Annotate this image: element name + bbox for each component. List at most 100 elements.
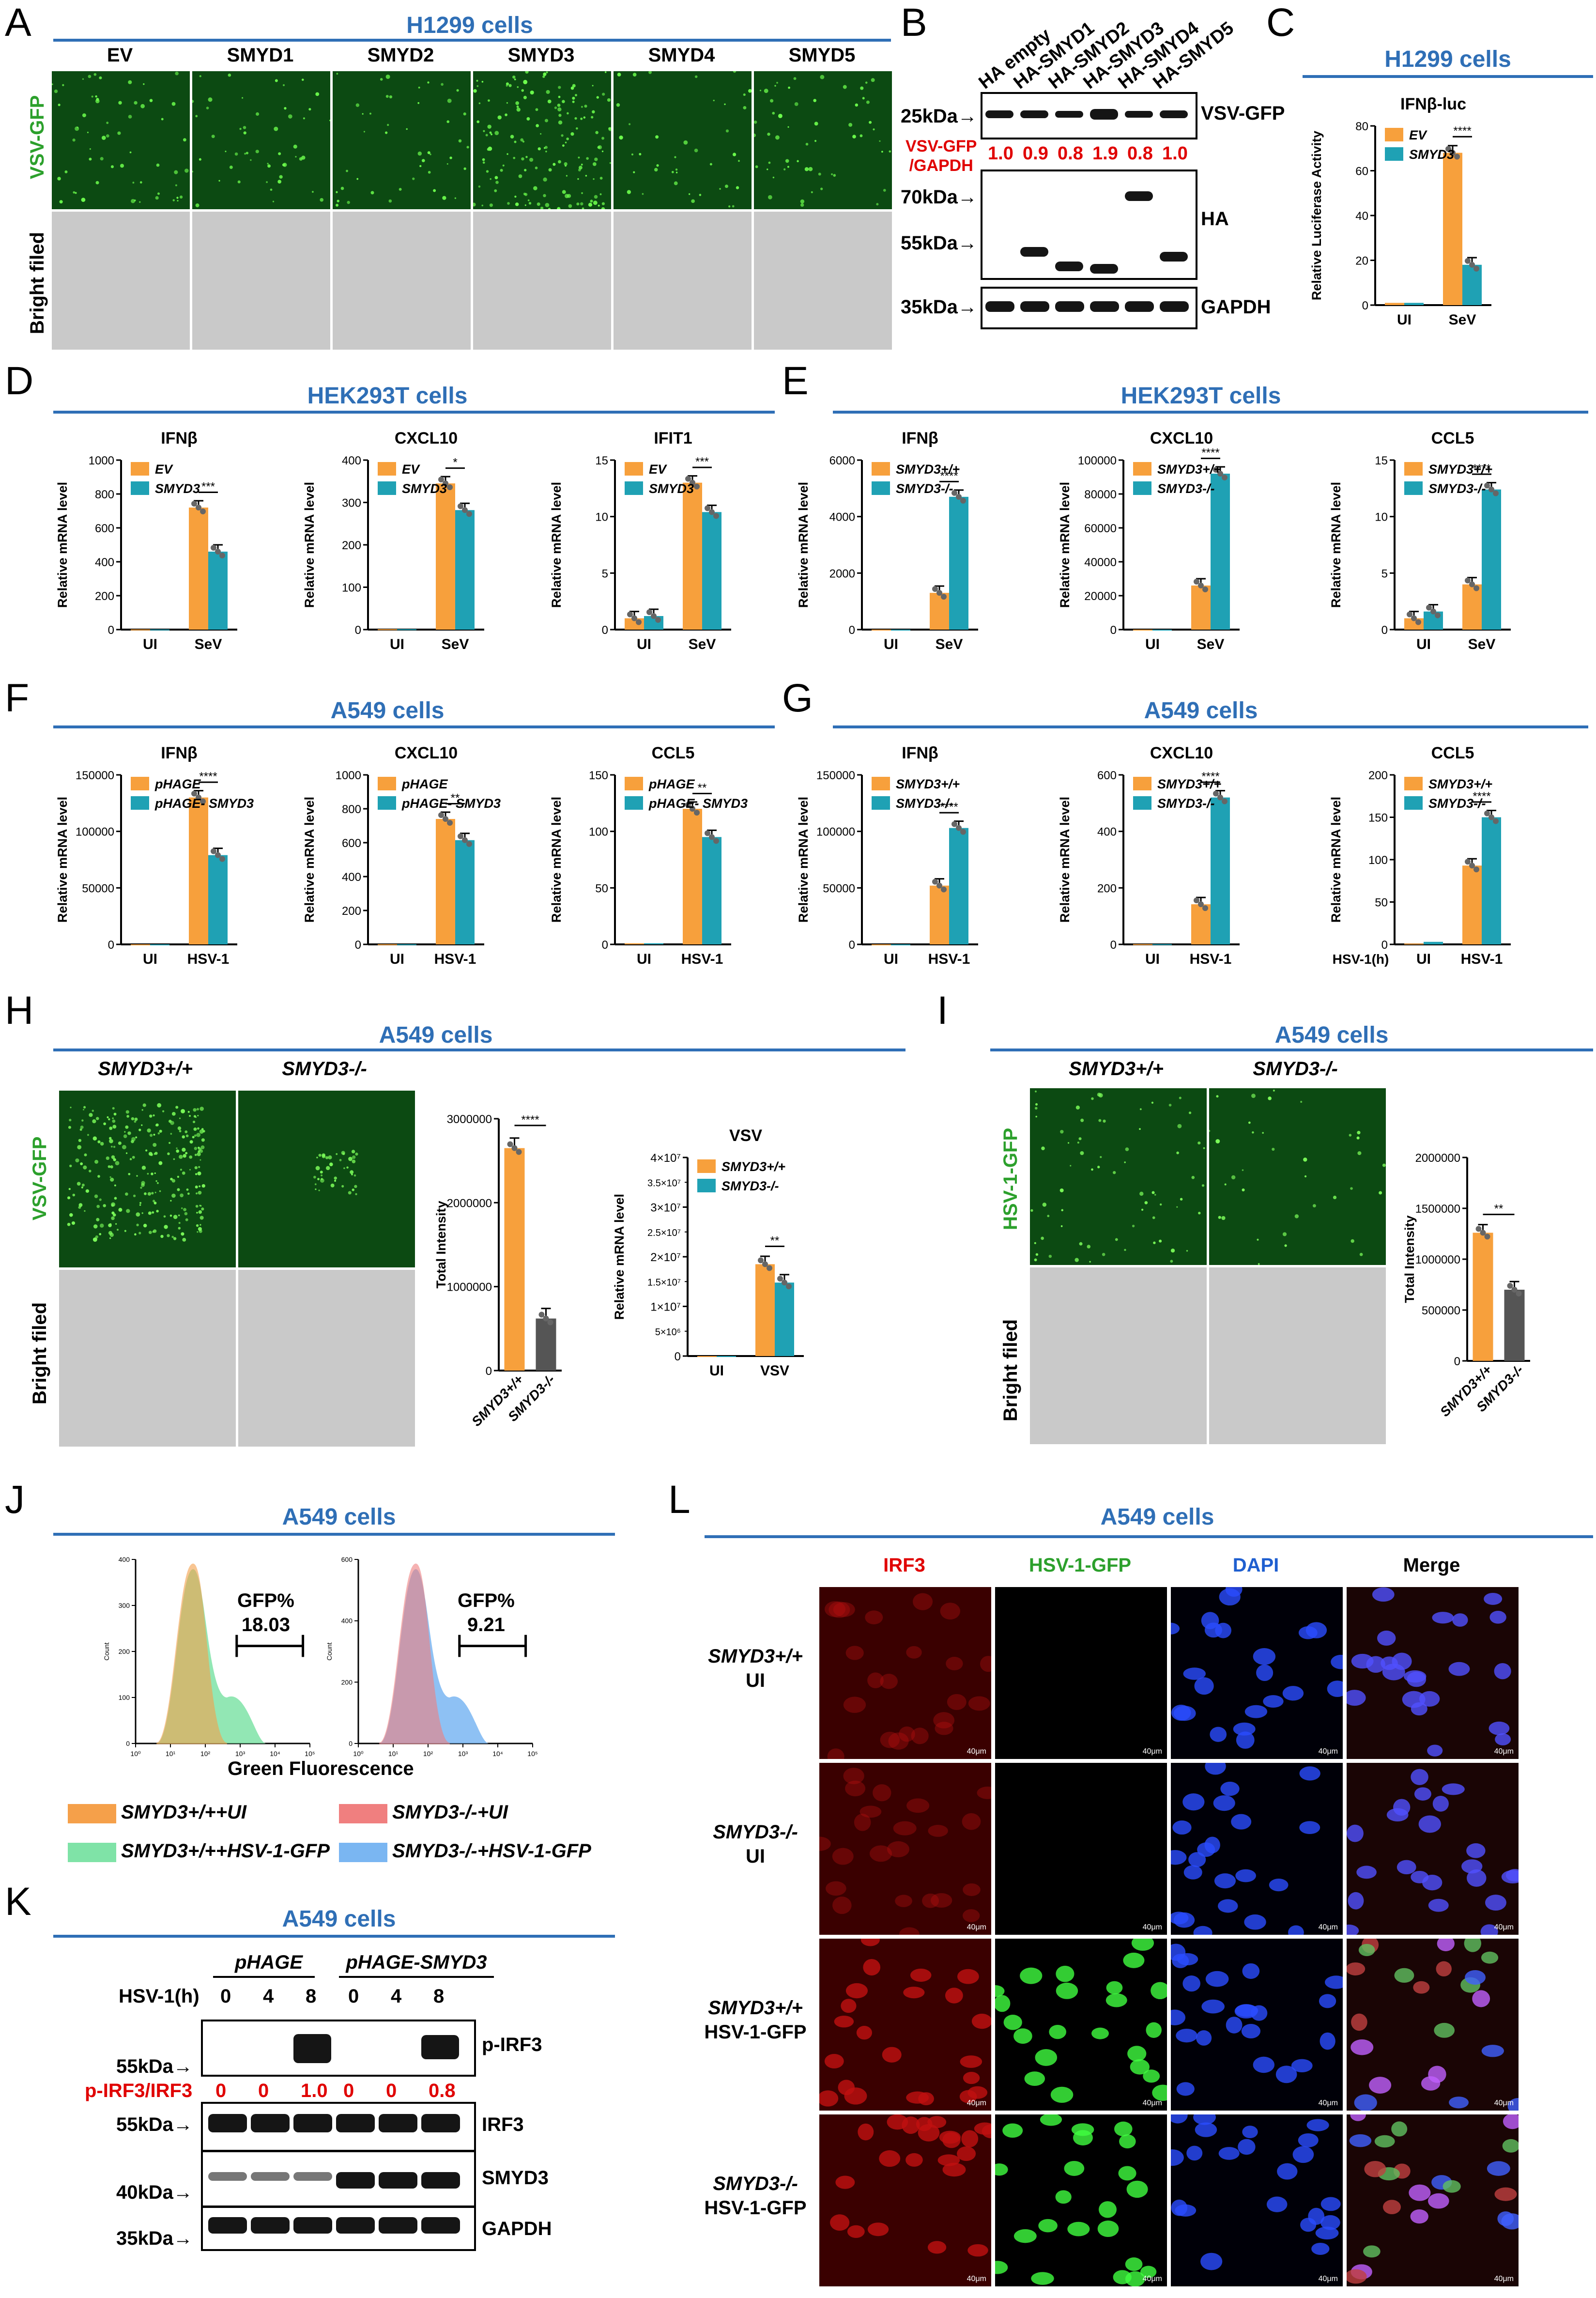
data-point bbox=[1202, 905, 1208, 911]
panel-label-g: G bbox=[782, 676, 813, 720]
l-image-cell: 40μm bbox=[1346, 1934, 1530, 2115]
data-point bbox=[782, 1280, 787, 1286]
scale-bar-label: 40μm bbox=[1318, 2099, 1338, 2107]
y-tick-label: 15 bbox=[595, 454, 608, 467]
x-tick-label: SeV bbox=[689, 636, 716, 652]
bar bbox=[208, 552, 228, 630]
chart-h-14: VSV 0 1×10⁷ 2×10⁷ 3×10⁷ 4×10⁷ 5×10⁶ 1.5×10⁷ 2.5×… bbox=[612, 1126, 804, 1379]
chart-title: IFNβ-luc bbox=[1400, 95, 1466, 113]
panel-i-gfp-ko bbox=[1208, 1087, 1387, 1266]
significance-label: **** bbox=[1453, 124, 1471, 138]
panel-c-title: H1299 cells bbox=[1384, 46, 1511, 72]
data-point bbox=[1465, 577, 1471, 584]
panel-a-bright-image bbox=[191, 211, 331, 351]
k-ratio-value: 0.8 bbox=[429, 2080, 456, 2101]
k-time-label: 0 bbox=[348, 1986, 359, 2007]
legend-label: SMYD3-/- bbox=[1428, 481, 1486, 496]
bar bbox=[436, 483, 455, 630]
svg-text:200: 200 bbox=[341, 1678, 353, 1686]
data-point bbox=[767, 1265, 772, 1271]
panel-h-title-line bbox=[53, 1049, 905, 1051]
svg-text:10⁴: 10⁴ bbox=[492, 1750, 503, 1758]
svg-text:400: 400 bbox=[341, 1617, 353, 1625]
bar bbox=[536, 1318, 556, 1371]
x-tick-label: HSV-1 bbox=[681, 951, 723, 967]
band-vsv-gfp bbox=[985, 110, 1013, 118]
band-vsv-gfp bbox=[1125, 110, 1153, 118]
data-point bbox=[1198, 583, 1204, 588]
mw-35kda: 35kDa→ bbox=[901, 296, 977, 318]
data-point bbox=[196, 794, 201, 801]
bar bbox=[1404, 303, 1424, 305]
significance-label: ** bbox=[451, 792, 460, 805]
histogram-uninfected bbox=[379, 1563, 450, 1744]
blot-ha bbox=[981, 170, 1197, 280]
y-tick-label: 200 bbox=[1368, 769, 1388, 782]
legend-swatch bbox=[131, 777, 149, 790]
x-tick-label: UI bbox=[884, 951, 898, 967]
panel-a-title: H1299 cells bbox=[406, 13, 533, 38]
panel-i-title: A549 cells bbox=[1274, 1022, 1389, 1048]
y-tick-label: 0 bbox=[355, 624, 361, 637]
data-point bbox=[1445, 146, 1451, 152]
legend-label: SMYD3-/- bbox=[1428, 796, 1486, 811]
legend-label: EV bbox=[402, 462, 420, 477]
y-tick-label: 600 bbox=[342, 837, 361, 850]
x-tick-label: HSV-1 bbox=[1461, 951, 1503, 967]
chart-title: IFNβ bbox=[902, 744, 938, 762]
svg-text:10¹: 10¹ bbox=[166, 1750, 176, 1758]
panel-j-title-line bbox=[53, 1533, 615, 1536]
panel-f-title: A549 cells bbox=[330, 698, 445, 724]
k-mw-55-2: 55kDa→ bbox=[116, 2114, 193, 2135]
chart-title: IFNβ bbox=[161, 744, 198, 762]
panel-l-title: A549 cells bbox=[1100, 1504, 1214, 1530]
y-tick-label: 2000000 bbox=[447, 1197, 492, 1210]
data-point bbox=[1465, 859, 1471, 865]
data-point bbox=[941, 886, 947, 893]
legend-swatch bbox=[1133, 481, 1151, 495]
scale-bar-label: 40μm bbox=[967, 1747, 986, 1756]
y-tick-label: 1.5×10⁷ bbox=[647, 1277, 681, 1288]
data-point bbox=[936, 590, 942, 596]
band-smyd3 bbox=[293, 2172, 332, 2181]
bar bbox=[1462, 584, 1482, 630]
scale-bar-label: 40μm bbox=[1142, 2099, 1162, 2107]
chart-d-2: CXCL10 0 100 200 300 400 Relative mRNA level UI… bbox=[302, 429, 484, 652]
data-point bbox=[762, 1261, 768, 1267]
band-gapdh bbox=[421, 2217, 460, 2234]
data-point bbox=[1450, 150, 1456, 156]
legend-swatch bbox=[131, 481, 149, 495]
band-gapdh bbox=[293, 2217, 332, 2234]
legend-label: SMYD3+/+ bbox=[1157, 462, 1221, 477]
bar bbox=[702, 837, 721, 944]
data-point bbox=[1202, 586, 1208, 592]
data-point bbox=[713, 513, 719, 519]
data-point bbox=[651, 613, 657, 619]
chart-d-3: IFIT1 0 5 10 15 Relative mRNA level UI SeV *** EV… bbox=[549, 429, 731, 652]
data-point bbox=[196, 505, 201, 510]
panel-k-title-line bbox=[53, 1935, 615, 1938]
y-tick-label: 100 bbox=[1368, 854, 1388, 867]
x-tick-label: UI bbox=[1416, 951, 1431, 967]
scale-bar-label: 40μm bbox=[967, 2099, 986, 2107]
data-point bbox=[777, 1276, 783, 1282]
data-point bbox=[443, 480, 448, 487]
chart-title: IFNβ bbox=[161, 429, 198, 447]
panel-a-col-smyd4: SMYD4 bbox=[648, 45, 715, 66]
data-point bbox=[1415, 619, 1421, 625]
legend-swatch bbox=[378, 462, 396, 476]
bar bbox=[1191, 586, 1211, 630]
panel-a-bright-image bbox=[332, 211, 472, 351]
data-point bbox=[1222, 798, 1228, 804]
y-tick-label: 1000 bbox=[336, 769, 361, 782]
panel-label-h: H bbox=[5, 988, 34, 1033]
data-point bbox=[1407, 611, 1412, 617]
y-tick-label: 500000 bbox=[1422, 1304, 1460, 1317]
bar bbox=[775, 1282, 794, 1356]
k-ratio-value: 0 bbox=[343, 2080, 354, 2101]
bar bbox=[949, 828, 968, 944]
data-point bbox=[690, 479, 695, 486]
panel-a-gfp-image bbox=[191, 70, 331, 210]
data-point bbox=[447, 484, 453, 491]
chart-title: CXCL10 bbox=[1150, 744, 1213, 762]
